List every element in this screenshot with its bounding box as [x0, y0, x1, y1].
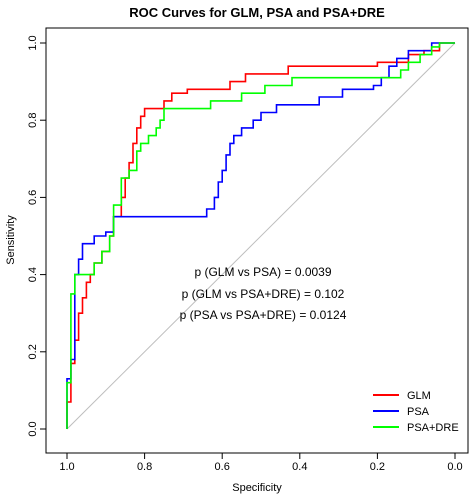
y-tick-label: 0.2 — [27, 344, 39, 359]
series-layer — [66, 42, 455, 429]
x-axis: 1.0 0.8 0.6 0.4 0.2 0.0 — [59, 452, 463, 473]
series-line-glm — [66, 42, 455, 429]
y-tick-label: 0.0 — [27, 421, 39, 436]
legend: GLM PSA PSA+DRE — [368, 385, 464, 441]
annotation-block: p (GLM vs PSA) = 0.0039 p (GLM vs PSA+DR… — [180, 265, 347, 322]
legend-label-glm: GLM — [407, 390, 431, 402]
x-tick-label: 0.4 — [292, 461, 307, 473]
legend-label-psa: PSA — [407, 406, 430, 418]
reference-diagonal-line — [66, 42, 456, 430]
y-tick-label: 0.4 — [27, 267, 39, 282]
x-tick-label: 0.0 — [447, 461, 462, 473]
x-tick-label: 0.2 — [370, 461, 385, 473]
y-tick-label: 0.8 — [27, 113, 39, 128]
y-axis: 0.0 0.2 0.4 0.6 0.8 1.0 — [27, 35, 47, 437]
annotation-glm-vs-psa-dre: p (GLM vs PSA+DRE) = 0.102 — [182, 287, 345, 301]
x-axis-label: Specificity — [232, 482, 282, 494]
annotation-glm-vs-psa: p (GLM vs PSA) = 0.0039 — [194, 265, 331, 279]
chart-title: ROC Curves for GLM, PSA and PSA+DRE — [129, 5, 385, 20]
x-tick-label: 0.8 — [137, 461, 152, 473]
y-tick-label: 1.0 — [27, 35, 39, 50]
x-tick-label: 1.0 — [59, 461, 74, 473]
annotation-psa-vs-psa-dre: p (PSA vs PSA+DRE) = 0.0124 — [180, 308, 347, 322]
y-axis-label: Sensitivity — [5, 215, 17, 265]
series-line-psa-dre — [66, 42, 455, 429]
reference-layer — [66, 42, 456, 430]
x-tick-label: 0.6 — [215, 461, 230, 473]
y-tick-label: 0.6 — [27, 190, 39, 205]
legend-label-psa-dre: PSA+DRE — [407, 422, 459, 434]
